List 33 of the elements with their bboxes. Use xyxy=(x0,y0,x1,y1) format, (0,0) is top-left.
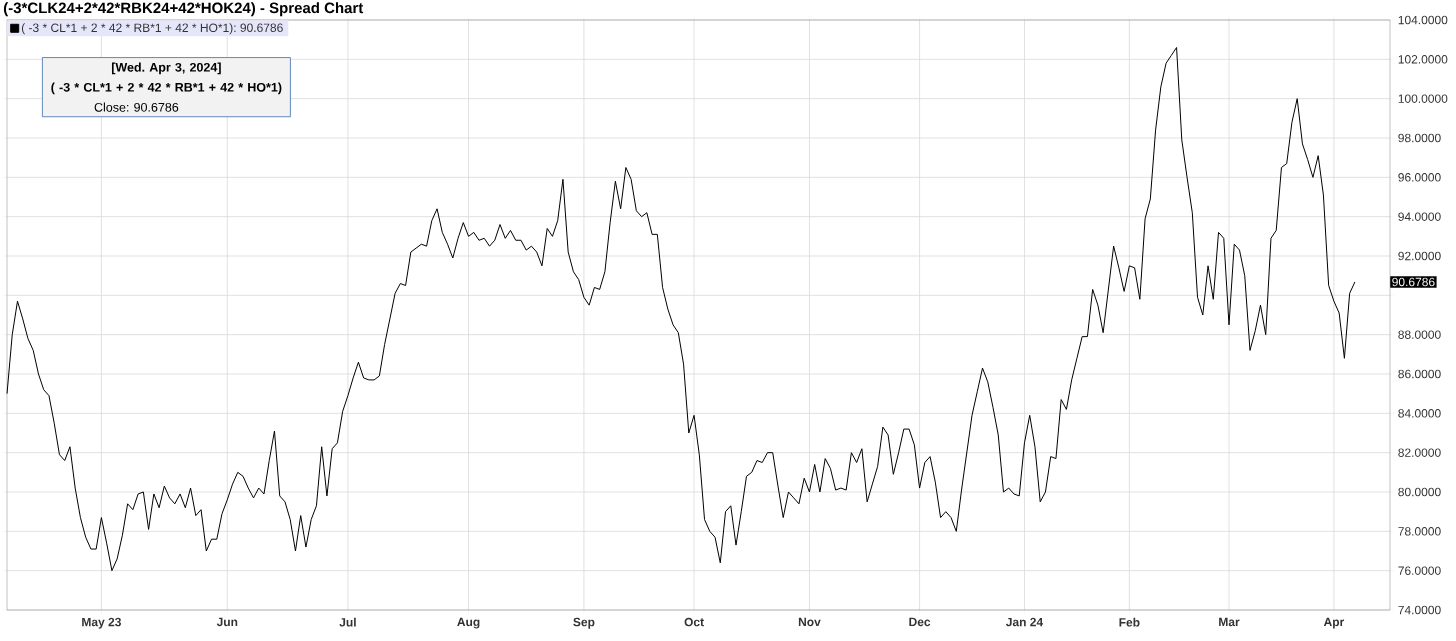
x-tick-label: Feb xyxy=(1119,617,1140,627)
y-tick-label: 80.0000 xyxy=(1398,487,1441,497)
y-tick-label: 94.0000 xyxy=(1398,212,1441,221)
y-tick-label: 92.0000 xyxy=(1398,251,1441,261)
x-tick-label: Jun xyxy=(216,617,238,627)
y-tick-label: 102.0000 xyxy=(1398,55,1448,64)
y-tick-label: 84.0000 xyxy=(1398,409,1441,418)
x-tick-label: Jul xyxy=(339,617,356,627)
y-tick-label: 74.0000 xyxy=(1398,605,1441,615)
annotation: [Wed. Apr 3, 2024] xyxy=(111,62,221,75)
text: 90.6786 xyxy=(1392,277,1435,287)
y-tick-label: 86.0000 xyxy=(1398,369,1441,379)
y-tick-label: 98.0000 xyxy=(1398,133,1441,143)
y-tick-label: 96.0000 xyxy=(1398,173,1441,182)
x-tick-label: Jan 24 xyxy=(1005,617,1044,627)
x-tick-label: Dec xyxy=(909,617,931,627)
x-tick-label: Oct xyxy=(684,617,704,627)
x-tick-label: May 23 xyxy=(82,617,121,629)
x-tick-label: Mar xyxy=(1219,617,1240,627)
y-tick-label: 100.0000 xyxy=(1398,94,1448,103)
x-tick-label: Aug xyxy=(457,617,480,629)
y-tick-label: 76.0000 xyxy=(1398,566,1441,575)
x-tick-label: Nov xyxy=(798,617,821,627)
y-tick-label: 78.0000 xyxy=(1398,527,1441,536)
y-tick-label: 104.0000 xyxy=(1398,15,1448,25)
y-tick-label: 82.0000 xyxy=(1398,448,1441,457)
x-tick-label: Sep xyxy=(573,617,595,629)
legend-label: ( -3 * CL*1 + 2 * 42 * RB*1 + 42 * HO*1): 90.6786 xyxy=(21,23,283,35)
annotation: ( -3 * CL*1 + 2 * 42 * RB*1 + 42 * HO*1) xyxy=(51,82,282,95)
x-tick-label: Apr xyxy=(1323,617,1345,629)
y-tick-label: 88.0000 xyxy=(1398,330,1441,339)
chart-title: (-3*CLK24+2*42*RBK24+42*HOK24) - Spread Chart xyxy=(3,2,364,17)
annotation: Close: 90.6786 xyxy=(94,102,179,112)
